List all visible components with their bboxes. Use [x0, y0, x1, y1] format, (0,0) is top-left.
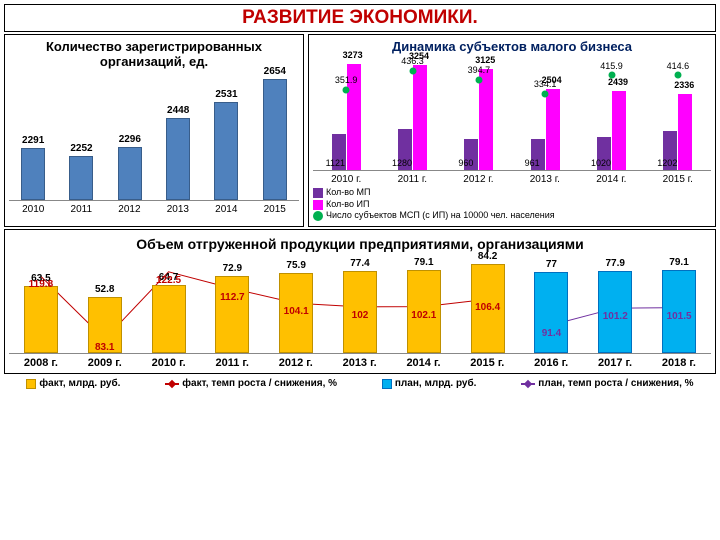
chart3-legend: факт, млрд. руб. факт, темп роста / сниж… [4, 378, 716, 389]
bar: 2531 [214, 102, 238, 200]
bar-group: 3125960 [464, 69, 493, 170]
bar: 77 [534, 272, 568, 353]
leg-pt: план, темп роста / снижения, % [538, 378, 693, 389]
bar-group: 2504961 [531, 89, 560, 170]
bar: 2654 [263, 79, 287, 200]
main-title: РАЗВИТИЕ ЭКОНОМИКИ. [4, 4, 716, 32]
chart1-panel: Количество зарегистрированных организаци… [4, 34, 304, 227]
bar: 72.9 [215, 276, 249, 353]
bar-group: 23361202 [663, 94, 692, 170]
chart3-plot: 63.5119.852.883.164.7122.572.9112.775.91… [9, 254, 711, 354]
leg-fact: факт, млрд. руб. [39, 378, 120, 389]
bar-group: 32541280 [398, 65, 427, 170]
bar: 64.7 [152, 285, 186, 353]
bar-group: 24391020 [597, 91, 626, 170]
leg-ip: Кол-во ИП [326, 199, 369, 211]
chart2-xaxis: 2010 г.2011 г.2012 г.2013 г.2014 г.2015 … [313, 174, 711, 185]
bar: 2448 [166, 118, 190, 200]
chart1-xaxis: 201020112012201320142015 [9, 204, 299, 215]
bar: 2252 [69, 156, 93, 200]
bar: 2291 [21, 148, 45, 200]
leg-ft: факт, темп роста / снижения, % [182, 378, 337, 389]
chart3-title: Объем отгруженной продукции предприятиям… [9, 236, 711, 252]
chart2-legend: Кол-во МП Кол-во ИП Число субъектов МСП … [313, 187, 711, 222]
bar: 2296 [118, 147, 142, 200]
leg-mp: Кол-во МП [326, 187, 370, 199]
chart1-plot: 2291 2252 2296 2448 2531 2654 [9, 71, 299, 201]
chart3-xaxis: 2008 г.2009 г.2010 г.2011 г.2012 г.2013 … [9, 357, 711, 369]
chart2-panel: Динамика субъектов малого бизнеса 327311… [308, 34, 716, 227]
chart3-panel: Объем отгруженной продукции предприятиям… [4, 229, 716, 374]
chart2-plot: 32731121351.932541280436.33125960394.725… [313, 56, 711, 171]
chart1-title: Количество зарегистрированных организаци… [9, 39, 299, 69]
leg-line: Число субъектов МСП (с ИП) на 10000 чел.… [326, 210, 555, 222]
chart2-title: Динамика субъектов малого бизнеса [313, 39, 711, 54]
leg-plan: план, млрд. руб. [395, 378, 477, 389]
bar: 63.5 [24, 286, 58, 353]
